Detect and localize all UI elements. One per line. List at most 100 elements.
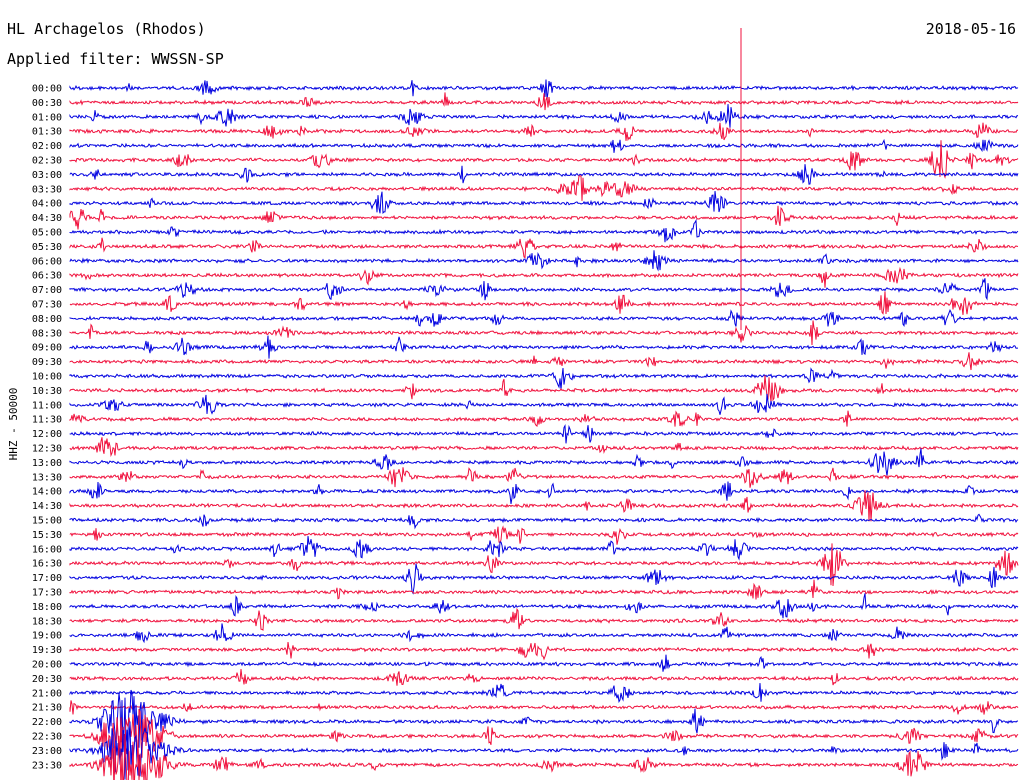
- time-label: 15:30: [32, 530, 62, 541]
- trace-line: [69, 410, 1019, 428]
- trace-line: [69, 205, 1019, 230]
- trace-line: [69, 164, 1019, 185]
- trace-line: [69, 607, 1019, 631]
- time-label: 10:30: [32, 386, 62, 397]
- trace-line: [69, 122, 1019, 142]
- time-label: 16:00: [32, 544, 62, 555]
- time-label: 18:30: [32, 616, 62, 627]
- trace-line: [69, 513, 1019, 530]
- time-label: 08:30: [32, 328, 62, 339]
- filter-label: Applied filter: WWSSN-SP: [7, 50, 224, 68]
- station-title: HL Archagelos (Rhodos): [7, 20, 206, 38]
- trace-line: [69, 593, 1019, 619]
- time-label: 07:00: [32, 285, 62, 296]
- time-label: 05:30: [32, 242, 62, 253]
- trace-line: [69, 335, 1018, 359]
- trace-line: [69, 579, 1019, 600]
- time-label: 18:00: [32, 602, 62, 613]
- trace-line: [69, 683, 1019, 704]
- time-label: 22:30: [32, 732, 62, 743]
- trace-line: [69, 423, 1019, 444]
- time-label: 20:00: [32, 660, 62, 671]
- time-label: 17:00: [32, 573, 62, 584]
- trace-line: [69, 448, 1019, 476]
- time-label: 05:00: [32, 228, 62, 239]
- time-label: 07:30: [32, 300, 62, 311]
- trace-line: [69, 536, 1019, 561]
- time-label: 15:00: [32, 516, 62, 527]
- time-label: 13:30: [32, 472, 62, 483]
- time-label: 03:00: [32, 170, 62, 181]
- trace-line: [69, 393, 1019, 415]
- time-label: 21:00: [32, 688, 62, 699]
- time-label: 11:00: [32, 400, 62, 411]
- trace-line: [69, 320, 1019, 346]
- trace-line: [69, 467, 1019, 488]
- trace-line: [69, 92, 1019, 111]
- trace-line: [69, 218, 1019, 243]
- time-label: 02:30: [32, 156, 62, 167]
- time-label: 09:00: [32, 343, 62, 354]
- time-label: 23:00: [32, 746, 62, 757]
- time-label: 13:00: [32, 458, 62, 469]
- trace-line: [69, 543, 1019, 587]
- time-label: 08:00: [32, 314, 62, 325]
- trace-line: [69, 79, 1019, 100]
- trace-line: [69, 250, 1019, 272]
- trace-line: [69, 138, 1019, 153]
- time-label: 06:00: [32, 256, 62, 267]
- time-label: 01:30: [32, 127, 62, 138]
- time-label: 00:00: [32, 84, 62, 95]
- time-label: 12:30: [32, 444, 62, 455]
- trace-line: [69, 266, 1019, 288]
- time-label: 14:00: [32, 487, 62, 498]
- time-label: 04:30: [32, 213, 62, 224]
- trace-line: [69, 104, 1019, 128]
- time-label: 16:30: [32, 559, 62, 570]
- trace-line: [69, 278, 1019, 301]
- time-label: 11:30: [32, 415, 62, 426]
- time-label: 19:00: [32, 631, 62, 642]
- trace-group: [69, 28, 1019, 780]
- time-label: 20:30: [32, 674, 62, 685]
- time-label: 14:30: [32, 501, 62, 512]
- trace-line: [69, 237, 1018, 259]
- time-label-group: 00:00 00:30 01:00 01:30 02:00 02:30 03:00 03:30…: [32, 84, 62, 772]
- trace-line: [69, 708, 1019, 761]
- trace-line: [69, 525, 1019, 545]
- trace-line: [69, 437, 1019, 458]
- time-label: 03:30: [32, 184, 62, 195]
- trace-line: [69, 700, 1019, 715]
- trace-line: [69, 642, 1019, 661]
- trace-line: [69, 291, 1019, 315]
- trace-line: [69, 481, 1019, 504]
- time-label: 12:00: [32, 429, 62, 440]
- time-label: 06:30: [32, 271, 62, 282]
- trace-line: [69, 654, 1019, 672]
- time-label: 04:00: [32, 199, 62, 210]
- time-label: 10:00: [32, 372, 62, 383]
- time-label: 09:30: [32, 357, 62, 368]
- trace-line: [69, 191, 1019, 215]
- trace-line: [69, 308, 1019, 327]
- trace-line: [69, 490, 1019, 522]
- trace-line: [69, 175, 1019, 201]
- trace-line: [69, 352, 1019, 371]
- time-label: 19:30: [32, 645, 62, 656]
- trace-line: [69, 623, 1019, 644]
- trace-line: [69, 563, 1019, 595]
- date-label: 2018-05-16: [925, 20, 1016, 38]
- trace-line: [69, 140, 1019, 179]
- time-label: 02:00: [32, 141, 62, 152]
- time-label: 23:30: [32, 760, 62, 771]
- trace-line: [69, 733, 1019, 780]
- trace-line: [69, 668, 1019, 686]
- y-axis-label: HHZ - 50000: [7, 388, 20, 461]
- time-label: 22:00: [32, 717, 62, 728]
- time-label: 21:30: [32, 703, 62, 714]
- trace-line: [69, 367, 1019, 390]
- time-label: 00:30: [32, 98, 62, 109]
- trace-line: [69, 721, 1019, 780]
- time-label: 17:30: [32, 588, 62, 599]
